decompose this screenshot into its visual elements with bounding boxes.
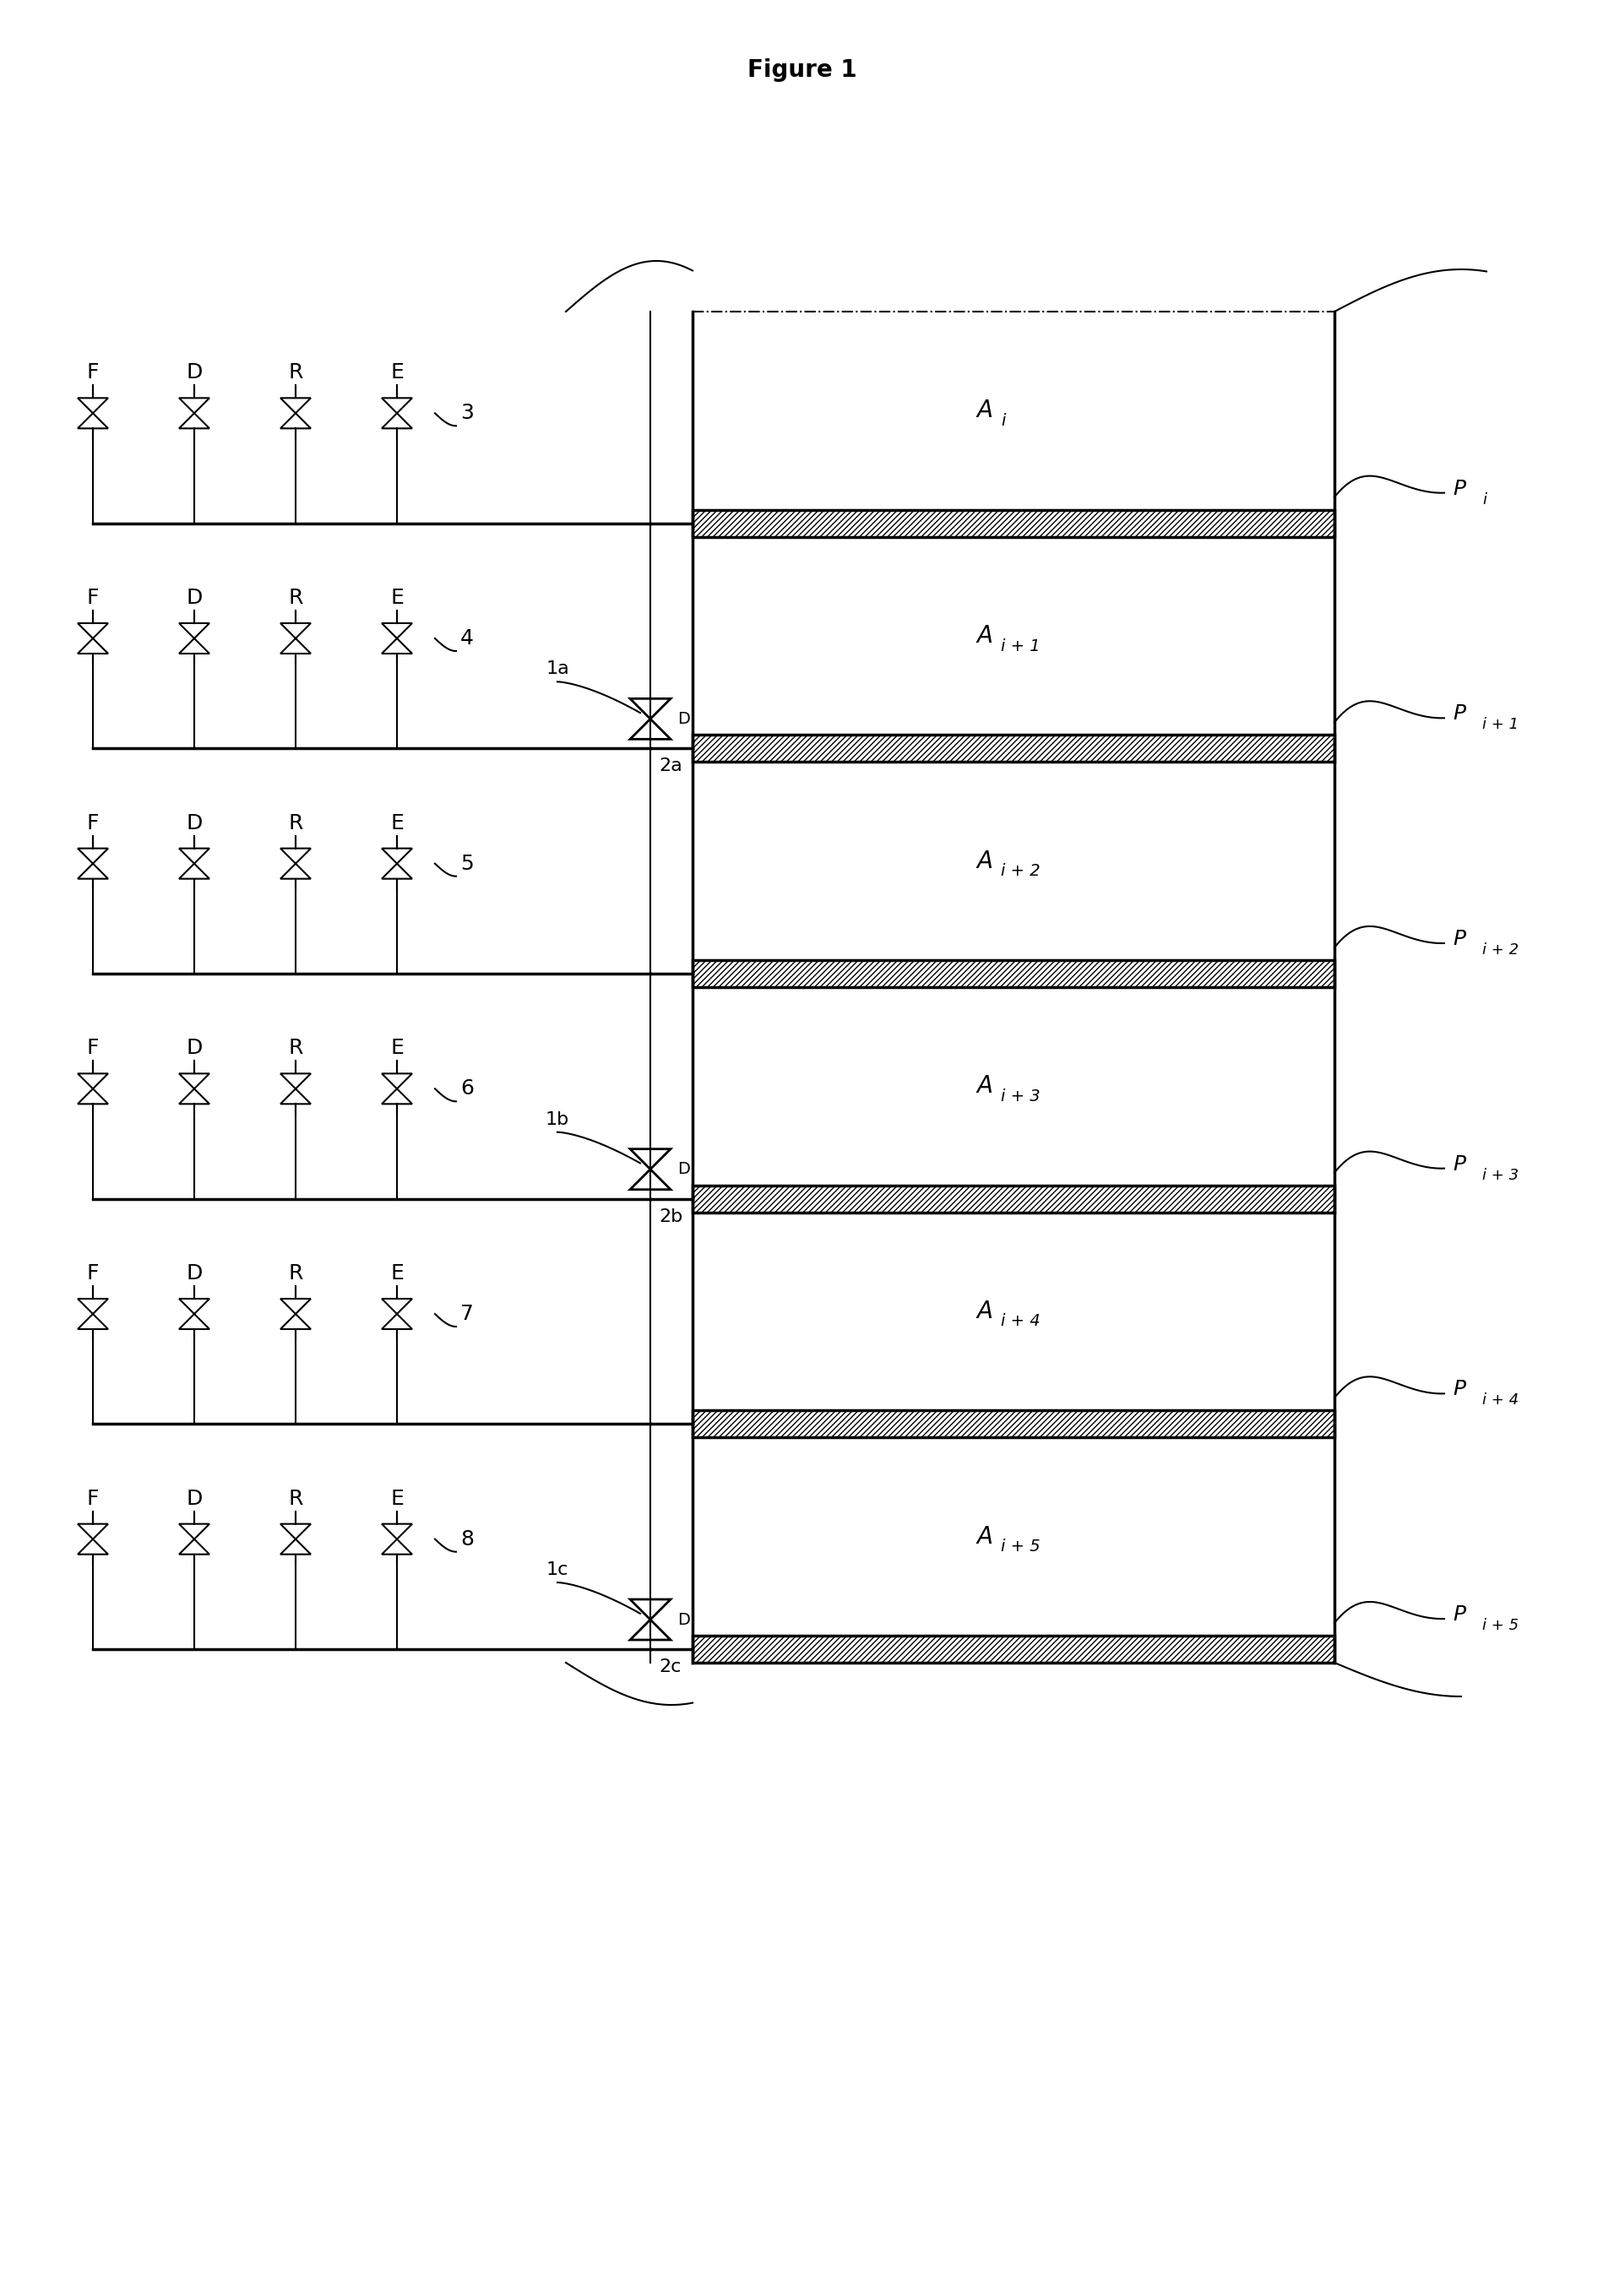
Text: R: R bbox=[289, 813, 303, 833]
Text: F: F bbox=[87, 1263, 98, 1283]
Text: D: D bbox=[186, 588, 202, 608]
Bar bbox=[692, 510, 1335, 537]
Text: D: D bbox=[678, 1612, 689, 1628]
Text: 2b: 2b bbox=[659, 1208, 683, 1226]
Text: 3: 3 bbox=[460, 404, 473, 422]
Text: F: F bbox=[87, 1038, 98, 1058]
Text: R: R bbox=[289, 1038, 303, 1058]
Text: F: F bbox=[87, 813, 98, 833]
Text: Figure 1: Figure 1 bbox=[747, 57, 857, 83]
Text: i + 4: i + 4 bbox=[1482, 1394, 1519, 1407]
Text: i + 4: i + 4 bbox=[1001, 1313, 1039, 1329]
Text: D: D bbox=[186, 1488, 202, 1508]
Text: F: F bbox=[87, 1488, 98, 1508]
Text: A: A bbox=[976, 1525, 993, 1548]
Bar bbox=[692, 960, 1335, 987]
Text: E: E bbox=[391, 1488, 404, 1508]
Text: F: F bbox=[87, 363, 98, 383]
Text: A: A bbox=[976, 625, 993, 647]
Bar bbox=[692, 1410, 1335, 1437]
Text: i: i bbox=[1001, 413, 1006, 429]
Text: R: R bbox=[289, 588, 303, 608]
Text: A: A bbox=[976, 1300, 993, 1322]
Text: R: R bbox=[289, 1263, 303, 1283]
Text: 7: 7 bbox=[460, 1304, 473, 1325]
Text: 4: 4 bbox=[460, 629, 475, 647]
Text: D: D bbox=[186, 1263, 202, 1283]
Text: E: E bbox=[391, 1038, 404, 1058]
Text: A: A bbox=[976, 850, 993, 872]
Text: 2c: 2c bbox=[659, 1658, 681, 1676]
Text: i + 5: i + 5 bbox=[1001, 1538, 1039, 1554]
Text: F: F bbox=[87, 588, 98, 608]
Text: P: P bbox=[1453, 1155, 1466, 1173]
Text: A: A bbox=[976, 400, 993, 422]
Text: 1b: 1b bbox=[546, 1111, 570, 1127]
Text: D: D bbox=[186, 363, 202, 383]
Text: i + 3: i + 3 bbox=[1001, 1088, 1039, 1104]
Text: R: R bbox=[289, 363, 303, 383]
Text: i + 1: i + 1 bbox=[1482, 716, 1519, 732]
Text: E: E bbox=[391, 363, 404, 383]
Text: P: P bbox=[1453, 478, 1466, 498]
Text: E: E bbox=[391, 588, 404, 608]
Text: i + 2: i + 2 bbox=[1001, 863, 1039, 879]
Text: 5: 5 bbox=[460, 854, 473, 875]
Text: P: P bbox=[1453, 1380, 1466, 1401]
Text: P: P bbox=[1453, 1605, 1466, 1626]
Text: i + 1: i + 1 bbox=[1001, 638, 1039, 654]
Text: i + 2: i + 2 bbox=[1482, 941, 1519, 957]
Bar bbox=[692, 1185, 1335, 1212]
Text: P: P bbox=[1453, 703, 1466, 723]
Text: R: R bbox=[289, 1488, 303, 1508]
Text: E: E bbox=[391, 1263, 404, 1283]
Text: i + 3: i + 3 bbox=[1482, 1169, 1519, 1182]
Text: D: D bbox=[678, 712, 689, 728]
Text: D: D bbox=[186, 1038, 202, 1058]
Text: 6: 6 bbox=[460, 1079, 475, 1100]
Text: 1c: 1c bbox=[546, 1561, 568, 1577]
Text: 1a: 1a bbox=[546, 661, 570, 677]
Text: i: i bbox=[1482, 491, 1486, 507]
Text: E: E bbox=[391, 813, 404, 833]
Text: 2a: 2a bbox=[659, 758, 683, 774]
Text: P: P bbox=[1453, 930, 1466, 948]
Text: D: D bbox=[186, 813, 202, 833]
Text: 8: 8 bbox=[460, 1529, 475, 1550]
Bar bbox=[692, 735, 1335, 762]
Bar bbox=[692, 1635, 1335, 1662]
Text: i + 5: i + 5 bbox=[1482, 1619, 1519, 1632]
Text: A: A bbox=[976, 1075, 993, 1097]
Text: D: D bbox=[678, 1162, 689, 1178]
